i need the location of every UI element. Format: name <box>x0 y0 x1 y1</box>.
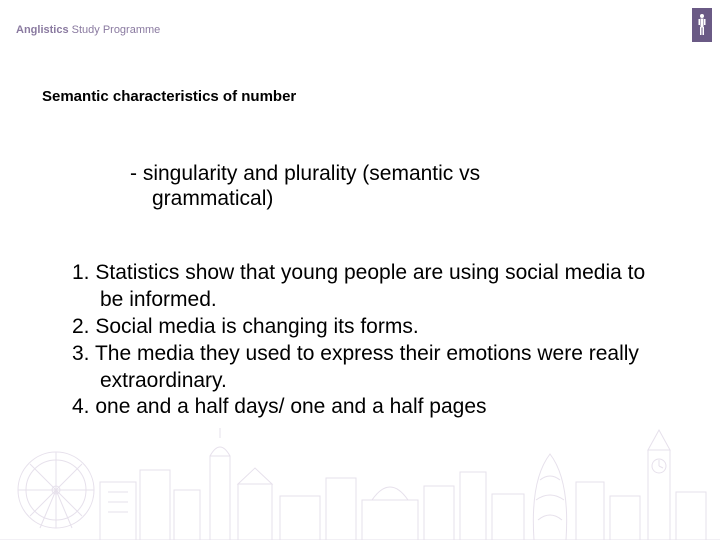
bullet-point: singularity and plurality (semantic vs g… <box>56 162 660 212</box>
list-item: 2. Social media is changing its forms. <box>42 314 660 341</box>
list-item: 1. Statistics show that young people are… <box>42 260 660 314</box>
skyline-decoration <box>0 420 720 540</box>
list-item: 4. one and a half days/ one and a half p… <box>42 394 660 421</box>
numbered-list: 1. Statistics show that young people are… <box>42 260 660 421</box>
list-item: 3. The media they used to express their … <box>42 341 660 395</box>
corner-badge <box>692 8 712 42</box>
bullet-line-2: grammatical) <box>56 187 660 212</box>
programme-name-bold: Anglistics <box>16 24 69 36</box>
bullet-line-1: singularity and plurality (semantic vs <box>56 162 660 187</box>
person-icon <box>697 13 707 37</box>
programme-name-rest: Study Programme <box>69 24 161 36</box>
programme-header: Anglistics Study Programme <box>16 24 160 36</box>
slide-title: Semantic characteristics of number <box>42 88 296 105</box>
